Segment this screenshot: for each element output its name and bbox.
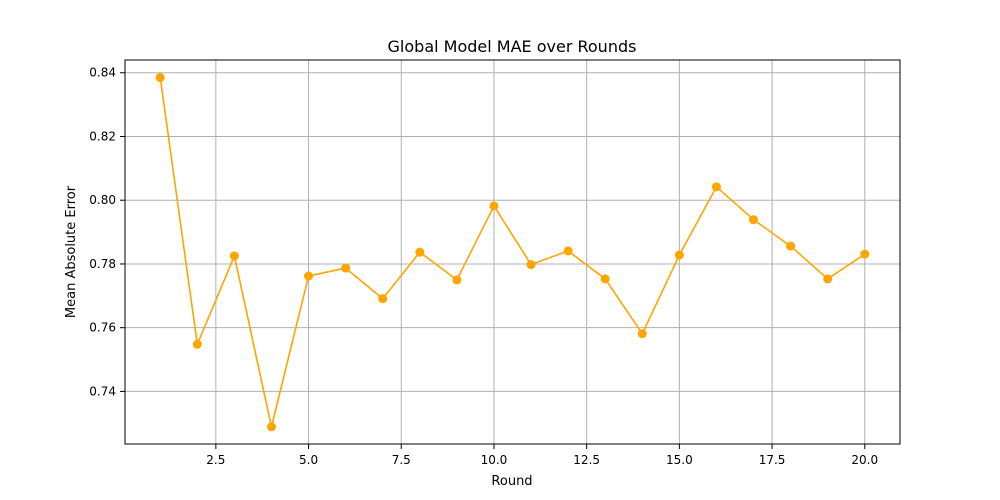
y-axis: 0.74 0.76 0.78 0.80 0.82 0.84 xyxy=(89,66,125,398)
data-point xyxy=(155,73,165,83)
x-axis-label: Round xyxy=(491,474,532,489)
data-point xyxy=(341,263,351,273)
x-tick-label: 20.0 xyxy=(851,453,878,467)
chart-title: Global Model MAE over Rounds xyxy=(388,37,637,56)
data-point xyxy=(304,271,314,281)
data-point xyxy=(378,294,388,304)
x-tick-label: 7.5 xyxy=(392,453,411,467)
series-layer xyxy=(155,73,870,432)
y-tick-label: 0.76 xyxy=(89,321,116,335)
data-point xyxy=(192,339,202,349)
data-point xyxy=(637,329,647,339)
data-point xyxy=(674,250,684,260)
y-tick-label: 0.74 xyxy=(89,384,116,398)
data-point xyxy=(711,182,721,192)
y-tick-label: 0.78 xyxy=(89,257,116,271)
x-tick-label: 10.0 xyxy=(481,453,508,467)
data-point xyxy=(415,247,425,257)
data-point xyxy=(526,260,536,270)
data-point xyxy=(489,201,499,211)
data-point xyxy=(266,422,276,432)
y-axis-label: Mean Absolute Error xyxy=(64,185,79,318)
data-point xyxy=(600,274,610,284)
data-point xyxy=(229,251,239,261)
plot-area-frame xyxy=(124,59,901,445)
x-axis: 2.5 5.0 7.5 10.0 12.5 15.0 17.5 20.0 xyxy=(206,444,878,467)
x-tick-label: 15.0 xyxy=(666,453,693,467)
data-point xyxy=(563,246,573,256)
data-point xyxy=(823,274,833,284)
series-line xyxy=(159,77,866,428)
y-tick-label: 0.82 xyxy=(89,129,116,143)
grid xyxy=(125,60,900,444)
x-tick-label: 12.5 xyxy=(573,453,600,467)
x-tick-label: 17.5 xyxy=(759,453,786,467)
y-tick-label: 0.84 xyxy=(89,66,116,80)
data-point xyxy=(749,215,759,225)
x-tick-label: 5.0 xyxy=(299,453,318,467)
data-point xyxy=(860,249,870,259)
data-point xyxy=(452,275,462,285)
x-tick-label: 2.5 xyxy=(206,453,225,467)
data-point xyxy=(786,241,796,251)
y-tick-label: 0.80 xyxy=(89,193,116,207)
